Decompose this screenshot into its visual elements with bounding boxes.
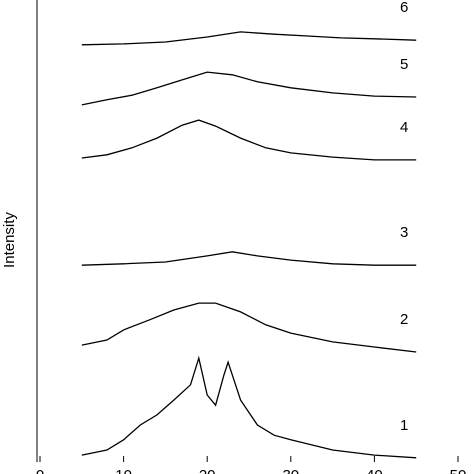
curve-label: 3 (400, 224, 408, 241)
curve-label: 6 (400, 0, 408, 16)
x-tick-label: 0 (36, 467, 44, 474)
curve-label: 5 (400, 56, 408, 73)
x-tick-label: 30 (282, 467, 299, 474)
curve-label: 2 (400, 311, 408, 328)
curve-label: 4 (400, 119, 408, 136)
x-tick-label: 10 (115, 467, 132, 474)
x-tick-label: 20 (199, 467, 216, 474)
x-tick-label: 50 (450, 467, 467, 474)
curve (81, 251, 417, 266)
curve (81, 355, 417, 459)
x-tick-label: 40 (366, 467, 383, 474)
curve (81, 71, 417, 106)
curve (81, 302, 417, 353)
curve-label: 1 (400, 417, 408, 434)
curve (81, 31, 417, 46)
curve (81, 119, 417, 161)
y-axis-label: Intensity (1, 212, 18, 268)
